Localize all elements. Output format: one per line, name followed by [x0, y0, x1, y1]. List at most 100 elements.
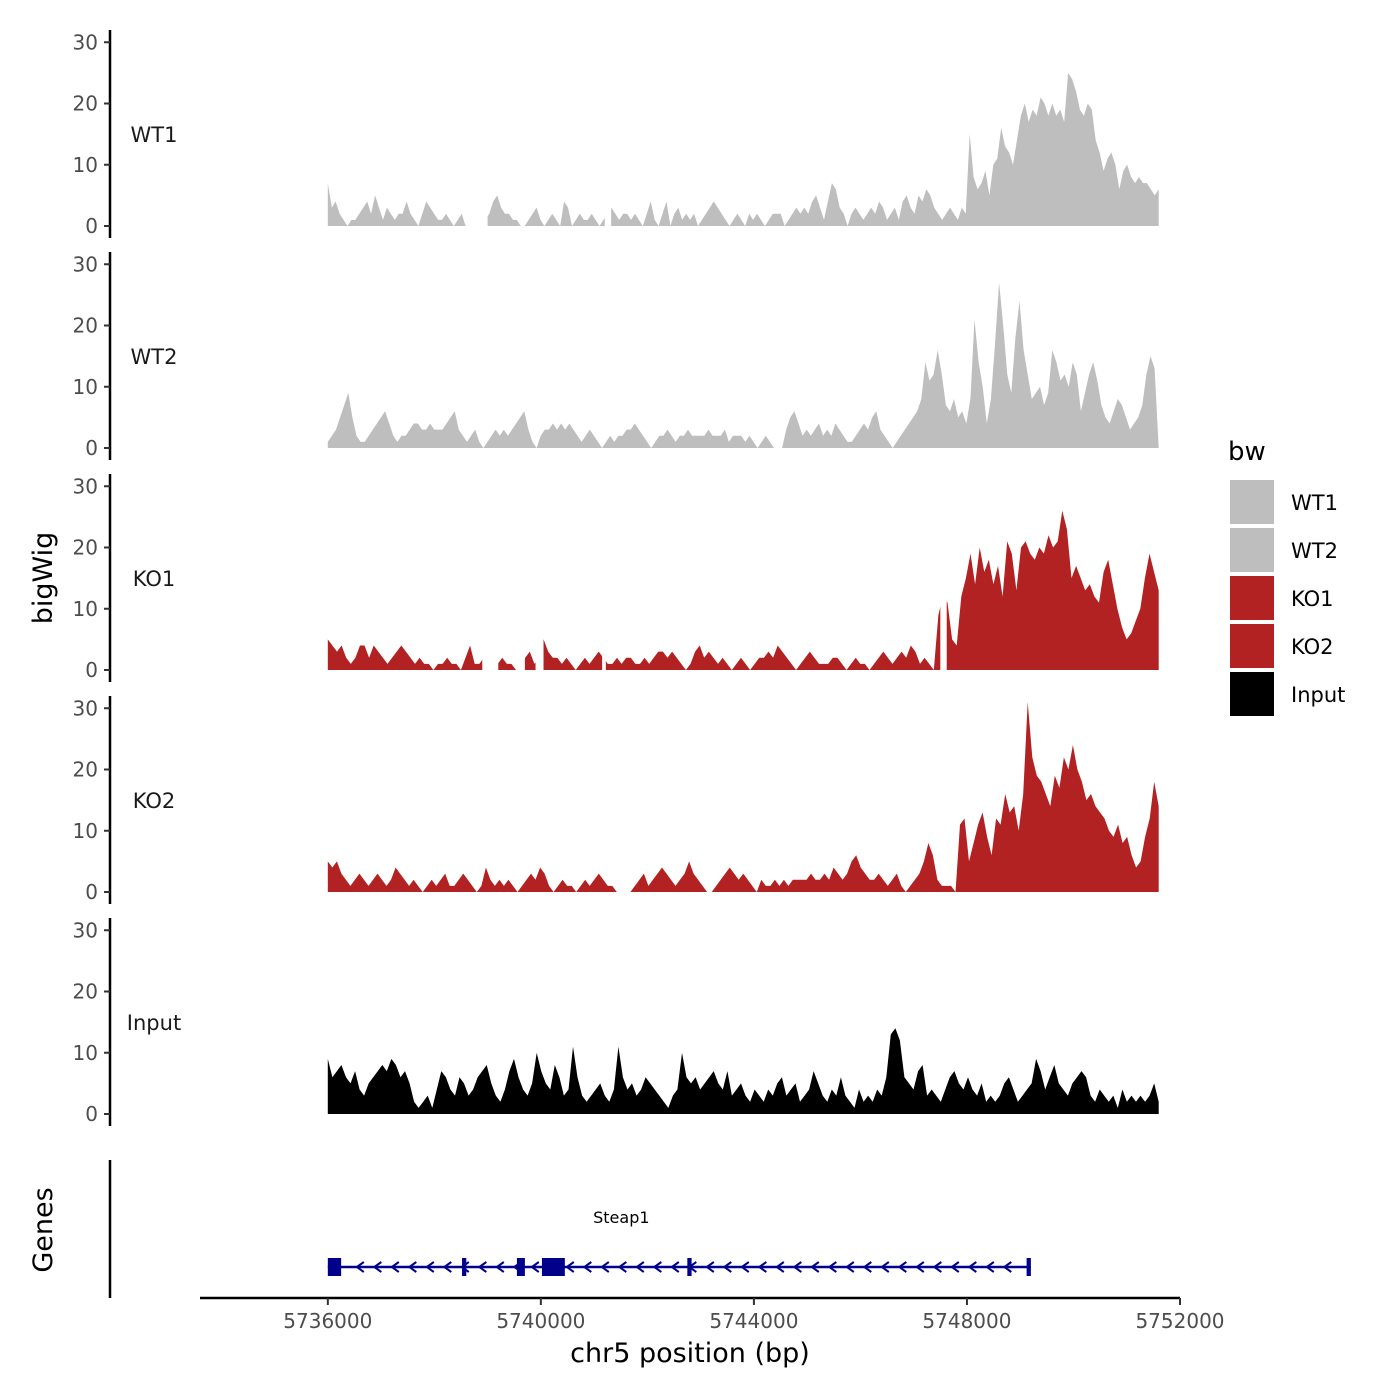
- coverage-gap-wt1: [604, 28, 612, 227]
- legend-label-ko1: KO1: [1291, 587, 1334, 611]
- x-tick-label: 5748000: [922, 1309, 1011, 1333]
- gene-track: Steap1: [108, 1160, 1031, 1298]
- track-input: 0 10 20 30 Input: [73, 918, 1159, 1126]
- gene-exon-steap1: [541, 1258, 565, 1276]
- legend-swatch-ko1: [1230, 576, 1274, 620]
- coverage-gap-ko1: [535, 472, 544, 671]
- legend-label-wt1: WT1: [1291, 491, 1338, 515]
- track-label-input: Input: [127, 1011, 181, 1035]
- coverage-gap-ko1: [602, 472, 606, 671]
- strand-arrow-steap1: [827, 1261, 837, 1273]
- x-tick-label: 5752000: [1135, 1309, 1224, 1333]
- x-tick-label: 5740000: [496, 1309, 585, 1333]
- x-tick-label: 5736000: [283, 1309, 372, 1333]
- legend-swatch-wt2: [1230, 528, 1274, 572]
- x-tick-label: 5744000: [709, 1309, 798, 1333]
- track-label-wt1: WT1: [131, 123, 178, 147]
- y-tick-label-ko1: 20: [73, 536, 98, 560]
- track-label-ko1: KO1: [133, 567, 176, 591]
- strand-arrow-steap1: [1002, 1261, 1012, 1273]
- strand-arrow-steap1: [810, 1261, 820, 1273]
- genes-axis-title: Genes: [28, 1187, 59, 1272]
- legend-swatch-input: [1230, 672, 1274, 716]
- strand-arrow-steap1: [775, 1261, 785, 1273]
- strand-arrow-steap1: [495, 1261, 505, 1273]
- y-tick-label-ko1: 30: [73, 474, 98, 498]
- strand-arrow-steap1: [565, 1261, 575, 1273]
- tracks: 0 10 20 30 WT1 0 10 20 30 WT2 0 10 20 30 KO1 0 10 20 30 KO2…: [73, 28, 1159, 1126]
- strand-arrow-steap1: [967, 1261, 977, 1273]
- strand-arrow-steap1: [722, 1261, 732, 1273]
- legend-label-ko2: KO2: [1291, 635, 1334, 659]
- track-wt2: 0 10 20 30 WT2: [73, 252, 1159, 460]
- strand-arrow-steap1: [670, 1261, 680, 1273]
- track-label-ko2: KO2: [133, 789, 176, 813]
- y-tick-label-wt1: 20: [73, 92, 98, 116]
- track-label-wt2: WT2: [131, 345, 178, 369]
- y-axis-title: bigWig: [28, 532, 59, 625]
- legend-swatch-wt1: [1230, 480, 1274, 524]
- y-tick-label-wt2: 10: [73, 375, 98, 399]
- y-tick-label-ko1: 0: [85, 658, 98, 682]
- strand-arrow-steap1: [705, 1261, 715, 1273]
- y-tick-label-ko2: 20: [73, 758, 98, 782]
- strand-arrow-steap1: [390, 1261, 400, 1273]
- y-tick-label-wt1: 0: [85, 214, 98, 238]
- y-tick-label-ko2: 30: [73, 696, 98, 720]
- signal-area-wt2: [327, 282, 1159, 448]
- y-tick-label-wt2: 0: [85, 436, 98, 460]
- y-tick-label-input: 30: [73, 918, 98, 942]
- y-tick-label-wt2: 20: [73, 314, 98, 338]
- coverage-gap-ko1: [940, 472, 947, 671]
- x-axis: 5736000 5740000 5744000 5748000 5752000: [200, 1296, 1225, 1333]
- strand-arrow-steap1: [355, 1261, 365, 1273]
- y-tick-label-input: 20: [73, 980, 98, 1004]
- strand-arrow-steap1: [862, 1261, 872, 1273]
- gene-exon-steap1: [462, 1258, 467, 1276]
- legend-swatch-ko2: [1230, 624, 1274, 668]
- y-tick-label-ko2: 10: [73, 819, 98, 843]
- coverage-gap-wt1: [466, 28, 488, 227]
- strand-arrow-steap1: [600, 1261, 610, 1273]
- y-tick-label-wt2: 30: [73, 252, 98, 276]
- signal-area-wt1: [327, 72, 1159, 227]
- strand-arrow-steap1: [950, 1261, 960, 1273]
- signal-area-input: [327, 1028, 1159, 1114]
- strand-arrow-steap1: [897, 1261, 907, 1273]
- gene-label-steap1: Steap1: [593, 1208, 649, 1227]
- strand-arrow-steap1: [582, 1261, 592, 1273]
- legend-label-wt2: WT2: [1291, 539, 1338, 563]
- y-tick-label-input: 0: [85, 1102, 98, 1126]
- strand-arrow-steap1: [477, 1261, 487, 1273]
- strand-arrow-steap1: [845, 1261, 855, 1273]
- strand-arrow-steap1: [442, 1261, 452, 1273]
- gene-exon-steap1: [516, 1258, 525, 1276]
- gene-exon-steap1: [1026, 1258, 1031, 1276]
- track-ko2: 0 10 20 30 KO2: [73, 696, 1159, 904]
- strand-arrow-steap1: [652, 1261, 662, 1273]
- strand-arrow-steap1: [460, 1261, 470, 1273]
- track-wt1: 0 10 20 30 WT1: [73, 28, 1159, 238]
- strand-arrow-steap1: [617, 1261, 627, 1273]
- y-tick-label-wt1: 30: [73, 30, 98, 54]
- coverage-gap-ko1: [482, 472, 499, 671]
- strand-arrow-steap1: [792, 1261, 802, 1273]
- strand-arrow-steap1: [880, 1261, 890, 1273]
- strand-arrow-steap1: [932, 1261, 942, 1273]
- strand-arrow-steap1: [915, 1261, 925, 1273]
- strand-arrow-steap1: [757, 1261, 767, 1273]
- x-axis-title: chr5 position (bp): [570, 1338, 810, 1369]
- gene-exon-steap1: [687, 1258, 692, 1276]
- y-tick-label-wt1: 10: [73, 153, 98, 177]
- signal-area-ko1: [327, 510, 1159, 670]
- legend-label-input: Input: [1291, 683, 1345, 707]
- strand-arrow-steap1: [635, 1261, 645, 1273]
- y-tick-label-ko2: 0: [85, 880, 98, 904]
- strand-arrow-steap1: [985, 1261, 995, 1273]
- coverage-gap-ko1: [519, 472, 525, 671]
- legend-title: bw: [1228, 437, 1266, 467]
- legend: WT1 WT2 KO1 KO2 Input: [1230, 480, 1345, 716]
- strand-arrow-steap1: [407, 1261, 417, 1273]
- track-ko1: 0 10 20 30 KO1: [73, 472, 1159, 682]
